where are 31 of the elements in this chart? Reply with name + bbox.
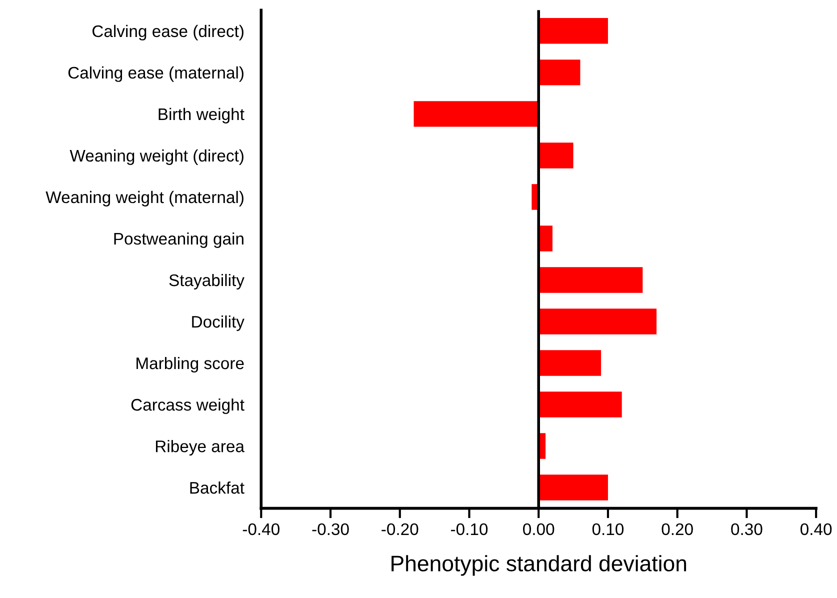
x-tick-label: -0.30: [312, 523, 349, 536]
x-tick-label: 0.10: [592, 523, 624, 536]
y-tick-label: Calving ease (maternal): [68, 66, 244, 82]
y-tick-label: Birth weight: [158, 108, 244, 124]
y-tick-label: Weaning weight (maternal): [46, 190, 244, 206]
y-tick-label: Calving ease (direct): [92, 24, 244, 40]
y-tick-label: Marbling score: [136, 356, 244, 373]
x-tick-label: -0.10: [450, 523, 488, 536]
x-tick-label: 0.40: [800, 523, 832, 536]
y-tick-label: Carcass weight: [131, 398, 244, 414]
x-tick-label: 0.20: [662, 523, 693, 536]
bar: [538, 18, 608, 44]
y-tick-label: Weaning weight (direct): [70, 149, 244, 165]
bar: [414, 101, 539, 127]
x-tick-label: 0.00: [523, 523, 554, 536]
y-tick-label: Stayability: [169, 274, 244, 290]
bar: [538, 142, 574, 168]
bar: [538, 308, 657, 334]
x-tick-label: 0.30: [731, 523, 762, 536]
y-tick-label: Backfat: [190, 482, 244, 494]
x-tick-label: -0.40: [242, 523, 280, 536]
bar: [538, 60, 580, 86]
y-tick-label: Ribeye area: [156, 440, 244, 456]
bar: [538, 350, 602, 376]
bar: [538, 267, 643, 293]
y-tick-label: Postweaning gain: [114, 232, 244, 248]
bar: [538, 474, 608, 500]
y-tick-label: Docility: [192, 315, 244, 331]
x-axis-title: Phenotypic standard deviation: [392, 555, 686, 576]
bar: [538, 392, 622, 418]
x-tick-label: -0.20: [382, 523, 418, 536]
